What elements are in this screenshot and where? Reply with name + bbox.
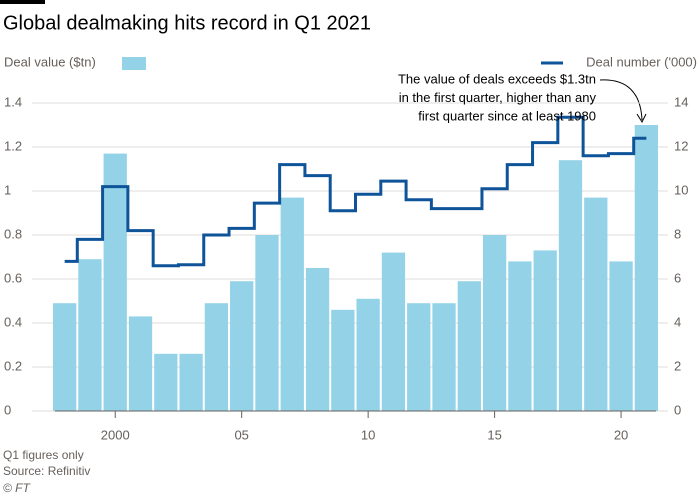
y-tick-label: 0: [4, 402, 11, 417]
x-tick-label: 2000: [101, 427, 130, 442]
bar: [78, 259, 102, 411]
bar: [154, 353, 178, 411]
bar: [558, 160, 583, 411]
annotation: first quarter since at least 1980: [418, 108, 596, 123]
bar: [533, 250, 557, 411]
y2-tick-label: 14: [674, 94, 688, 109]
bar: [128, 316, 153, 411]
y-tick-label: 0.4: [4, 314, 22, 329]
annotation-arrowhead: [636, 113, 647, 124]
y2-tick-label: 2: [674, 358, 681, 373]
bar: [432, 303, 456, 411]
bar: [280, 197, 304, 411]
y-tick-label: 0.6: [4, 270, 22, 285]
bar: [179, 353, 203, 411]
credit: © FT: [3, 481, 32, 495]
bar: [609, 261, 633, 411]
x-tick-label: 10: [361, 427, 375, 442]
y2-tick-label: 4: [674, 314, 681, 329]
chart-title: Global dealmaking hits record in Q1 2021: [3, 12, 371, 34]
annotation-arrow: [599, 79, 643, 121]
step-line: [64, 115, 647, 268]
annotation: in the first quarter, higher than any: [399, 90, 597, 105]
brand-bar: [0, 0, 45, 4]
bar: [457, 281, 481, 411]
legend-swatch: [122, 57, 146, 70]
bar: [305, 268, 330, 411]
x-tick-label: 20: [614, 427, 628, 442]
bar: [230, 281, 254, 411]
y-tick-label: 0.2: [4, 358, 22, 373]
y-tick-label: 0.8: [4, 226, 22, 241]
legend-label: Deal value ($tn): [4, 54, 96, 69]
legend-label: Deal number ('000): [586, 54, 697, 69]
bar: [255, 235, 279, 411]
y2-tick-label: 12: [674, 138, 688, 153]
source: Source: Refinitiv: [3, 464, 90, 478]
x-tick-label: 05: [234, 427, 248, 442]
footnote: Q1 figures only: [3, 448, 84, 462]
bar: [381, 252, 406, 411]
y2-tick-label: 8: [674, 226, 681, 241]
y2-tick-label: 6: [674, 270, 681, 285]
annotation: The value of deals exceeds $1.3tn: [398, 71, 596, 86]
y-tick-label: 1.2: [4, 138, 22, 153]
y2-tick-label: 10: [674, 182, 688, 197]
y-tick-label: 1.4: [4, 94, 22, 109]
y2-tick-label: 0: [674, 402, 681, 417]
y-tick-label: 1: [4, 182, 11, 197]
bar: [584, 197, 608, 411]
bar: [103, 153, 127, 411]
bar: [356, 298, 380, 411]
bar: [331, 309, 355, 411]
x-tick-label: 15: [487, 427, 501, 442]
bar: [508, 261, 532, 411]
bar: [204, 303, 229, 411]
bar: [482, 235, 507, 411]
bar: [634, 125, 658, 411]
bar: [407, 303, 431, 411]
bar: [53, 303, 77, 411]
